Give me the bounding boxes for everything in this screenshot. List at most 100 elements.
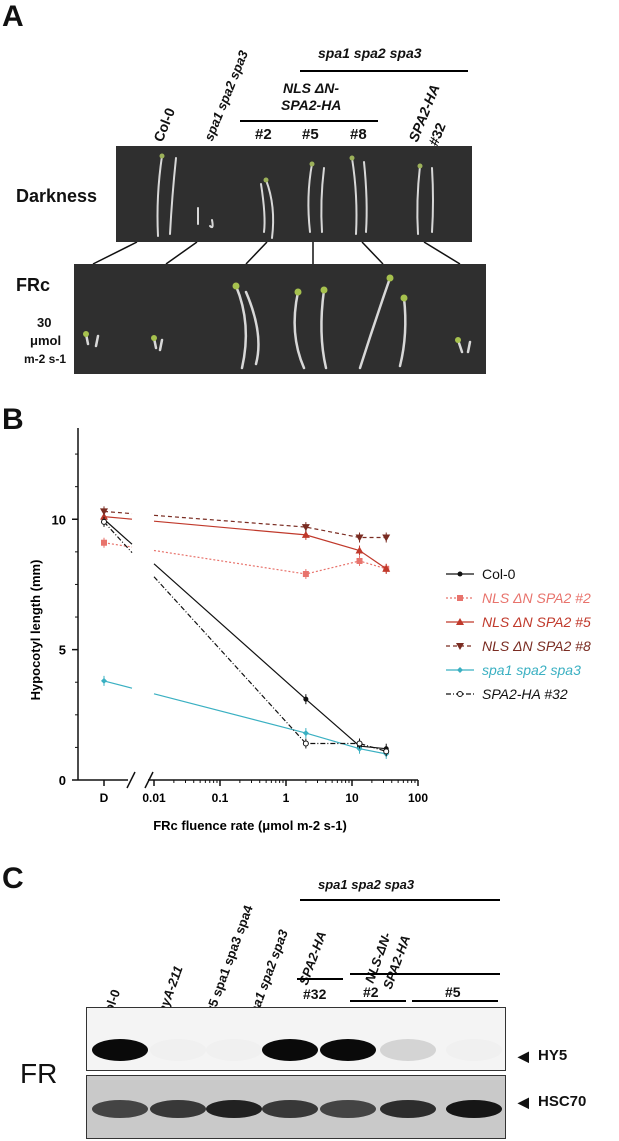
- blot-band: [380, 1100, 436, 1118]
- x-tick-label: 0.1: [212, 791, 229, 805]
- darkness-photo: [116, 146, 472, 242]
- lane-label-8: #8: [350, 126, 367, 143]
- blot-band: [206, 1100, 262, 1118]
- series-line: [103, 680, 387, 755]
- data-point: [456, 643, 464, 650]
- hypocotyl-chart: Hypocotyl length (mm) FRc fluence rate (…: [28, 428, 591, 833]
- panel-a-group-label: spa1 spa2 spa3: [318, 45, 422, 61]
- lane-label-spa2ha-32: #32: [425, 120, 449, 148]
- blot-band: [380, 1039, 436, 1061]
- blot-hsc70: [86, 1075, 506, 1139]
- hsc70-arrow-icon: ◀: [518, 1094, 529, 1110]
- series-line: [103, 542, 387, 575]
- series-3: [100, 506, 391, 543]
- c-sub-32: #32: [303, 986, 327, 1002]
- panel-a-nls-label-2: SPA2-HA: [281, 97, 342, 113]
- data-point: [302, 730, 309, 737]
- data-point: [382, 534, 391, 542]
- lane-label-col0: Col-0: [150, 105, 179, 144]
- data-point: [301, 530, 310, 538]
- panel-a-nls-line: [240, 120, 378, 122]
- blot-band: [446, 1039, 502, 1061]
- data-point: [101, 539, 107, 546]
- data-point: [100, 508, 108, 516]
- blot-band: [262, 1100, 318, 1118]
- panel-a-nls-label-1: NLS ΔN-: [283, 80, 340, 96]
- legend-label: NLS ΔN SPA2 #8: [482, 638, 591, 654]
- blot-band: [262, 1039, 318, 1061]
- blot-hy5: [86, 1007, 506, 1071]
- row-label-fr: FR: [20, 1058, 58, 1089]
- series-4: [101, 675, 390, 759]
- data-point: [457, 691, 463, 697]
- data-point: [457, 595, 463, 601]
- data-point: [355, 546, 364, 554]
- x-tick-label: 100: [408, 791, 428, 805]
- data-point: [457, 667, 463, 673]
- x-tick-label: 1: [283, 791, 290, 805]
- blot-band: [446, 1100, 502, 1118]
- panel-b-letter: B: [2, 403, 24, 436]
- x-tick-label: 10: [345, 791, 359, 805]
- frc-photo: [74, 264, 486, 374]
- zoom-connector-lines: [92, 242, 461, 265]
- lane-label-5: #5: [302, 126, 319, 143]
- blot-band: [92, 1039, 148, 1061]
- blot-band: [92, 1100, 148, 1118]
- series-1: [101, 537, 390, 580]
- c-line-32: [297, 978, 343, 980]
- fluence-label-2: μmol: [30, 333, 62, 348]
- lane-label-triple: spa1 spa2 spa3: [201, 48, 252, 143]
- band-label-hy5: HY5: [538, 1047, 568, 1064]
- data-point: [355, 534, 364, 542]
- blot-band: [150, 1100, 206, 1118]
- data-point: [382, 564, 391, 572]
- blot-band: [320, 1100, 376, 1118]
- c-sub-5: #5: [445, 984, 461, 1000]
- data-point: [356, 557, 363, 564]
- data-point: [302, 740, 309, 747]
- series-line: [103, 510, 387, 539]
- data-point: [301, 524, 310, 532]
- y-tick-label: 0: [59, 773, 66, 788]
- lane-label-2: #2: [255, 126, 272, 143]
- legend-label: spa1 spa2 spa3: [482, 662, 581, 678]
- blot-band: [320, 1039, 376, 1061]
- panel-c-group-label: spa1 spa2 spa3: [318, 877, 415, 892]
- x-tick-label: D: [100, 791, 109, 805]
- data-point: [457, 571, 463, 577]
- legend-label: NLS ΔN SPA2 #2: [482, 590, 591, 606]
- legend-label: NLS ΔN SPA2 #5: [482, 614, 591, 630]
- x-tick-label: 0.01: [142, 791, 166, 805]
- hy5-arrow-icon: ◀: [518, 1048, 529, 1064]
- data-point: [101, 518, 107, 525]
- y-axis-label: Hypocotyl length (mm): [28, 560, 43, 701]
- axis-break: [126, 771, 154, 789]
- panel-c-letter: C: [2, 862, 24, 895]
- data-point: [456, 618, 464, 625]
- c-line-nls: [350, 973, 500, 975]
- series-line: [103, 518, 387, 750]
- data-point: [101, 677, 107, 684]
- band-label-hsc70: HSC70: [538, 1093, 587, 1110]
- c-sub-2: #2: [363, 984, 379, 1000]
- x-axis-label: FRc fluence rate (μmol m-2 s-1): [153, 818, 347, 833]
- c-line-5: [412, 1000, 498, 1002]
- data-point: [356, 745, 363, 752]
- legend-label: SPA2-HA #32: [482, 686, 568, 702]
- row-label-darkness: Darkness: [16, 186, 98, 206]
- fluence-label-3: m-2 s-1: [24, 352, 67, 366]
- data-point: [302, 571, 309, 578]
- row-label-frc: FRc: [16, 275, 51, 295]
- legend-label: Col-0: [482, 566, 516, 582]
- panel-a-letter: A: [2, 0, 24, 33]
- blot-band: [150, 1039, 206, 1061]
- data-point: [303, 696, 309, 702]
- data-point: [383, 748, 390, 755]
- series-5: [101, 516, 390, 757]
- series-line: [103, 521, 387, 752]
- fluence-label-1: 30: [37, 315, 52, 330]
- data-point: [356, 740, 363, 747]
- c-line-2: [350, 1000, 406, 1002]
- series-line: [103, 516, 387, 570]
